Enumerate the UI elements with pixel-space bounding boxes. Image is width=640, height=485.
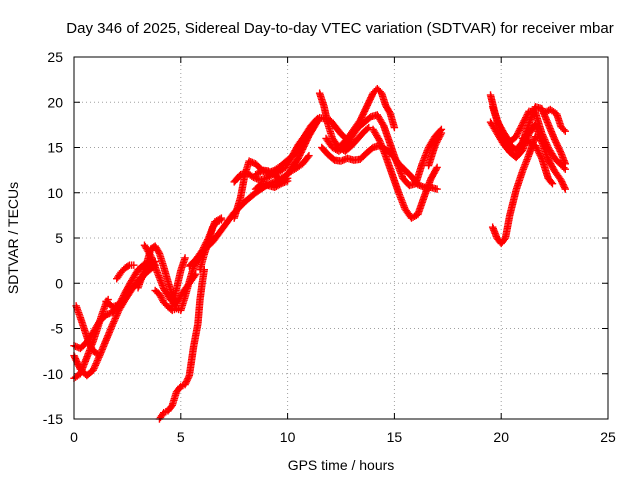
data-point <box>437 129 446 137</box>
data-trace <box>113 261 138 283</box>
data-point <box>556 159 564 168</box>
data-trace <box>151 286 181 315</box>
data-point <box>217 214 226 222</box>
axis-ticks: 0 5 10 15 20 25 -15 -10 -5 0 5 10 15 20 25 <box>43 49 616 445</box>
data-point <box>433 163 441 172</box>
data-point <box>305 151 313 160</box>
y-tick-label: 5 <box>55 230 63 246</box>
data-point <box>130 261 138 269</box>
data-trace <box>251 177 292 193</box>
data-trace <box>488 103 569 173</box>
data-point <box>181 254 189 262</box>
x-tick-label: 5 <box>177 429 185 445</box>
data-point <box>172 304 181 313</box>
y-axis-label: SDTVAR / TECUs <box>5 182 21 294</box>
data-point <box>365 123 373 132</box>
y-tick-label: 25 <box>47 49 63 65</box>
x-tick-label: 10 <box>280 429 296 445</box>
data-point <box>312 116 321 124</box>
data-point <box>93 350 102 358</box>
data-trace <box>369 125 441 222</box>
data-point <box>548 179 557 188</box>
chart-title: Day 346 of 2025, Sidereal Day-to-day VTE… <box>66 20 613 37</box>
data-point <box>309 123 317 132</box>
data-point <box>283 177 292 185</box>
x-tick-label: 15 <box>387 429 403 445</box>
x-tick-label: 20 <box>493 429 509 445</box>
data-trace <box>337 84 399 150</box>
x-axis-label: GPS time / hours <box>288 457 395 473</box>
y-tick-label: 20 <box>47 94 63 110</box>
data-trace <box>168 254 189 311</box>
data-point <box>561 185 569 193</box>
data-trace <box>488 132 544 248</box>
data-trace <box>318 141 441 193</box>
data-point <box>535 134 544 143</box>
x-tick-label: 0 <box>70 429 78 445</box>
y-tick-label: 0 <box>55 275 63 291</box>
data-point <box>313 114 322 123</box>
plot-area <box>70 84 569 423</box>
data-trace <box>251 123 317 179</box>
y-tick-label: -10 <box>43 366 63 382</box>
data-trace <box>540 105 569 135</box>
data-point <box>561 127 569 135</box>
data-trace <box>518 134 557 188</box>
x-tick-label: 25 <box>600 429 616 445</box>
data-trace <box>155 265 208 423</box>
y-tick-label: -15 <box>43 411 63 427</box>
y-tick-label: -5 <box>51 321 64 337</box>
data-trace <box>140 241 200 307</box>
data-trace <box>424 129 446 170</box>
data-point <box>433 185 441 193</box>
data-point <box>561 165 569 173</box>
data-point <box>390 123 399 132</box>
y-tick-label: 15 <box>47 140 63 156</box>
y-tick-label: 10 <box>47 185 63 201</box>
data-trace <box>230 114 322 186</box>
plot-frame <box>73 56 609 420</box>
data-trace <box>102 257 155 311</box>
data-point <box>192 270 200 278</box>
